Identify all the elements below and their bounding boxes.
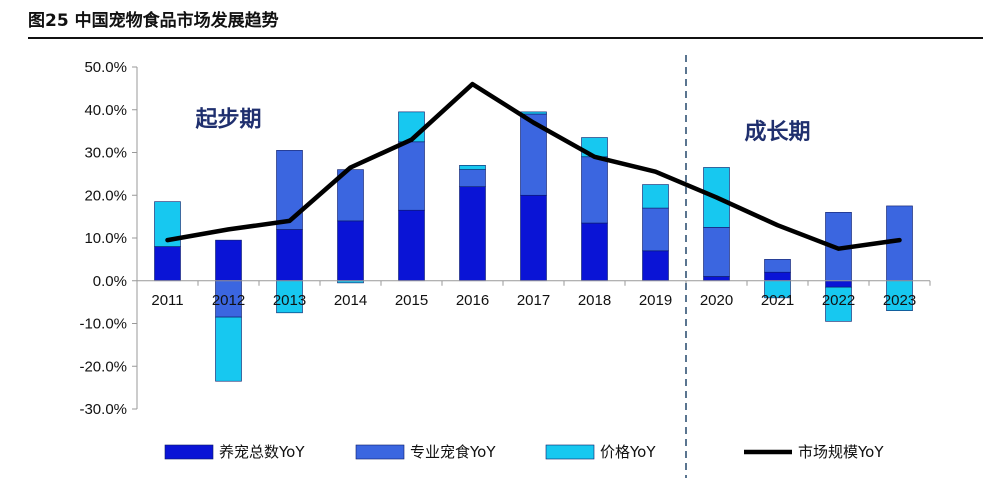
x-tick-label: 2018: [578, 292, 611, 309]
x-tick-label: 2014: [334, 292, 367, 309]
bar-pet-count-2021: [764, 271, 791, 282]
axes-group: 50.0% 40.0% 30.0% 20.0% 10.0% 0.0% -10.0% -20.0…: [79, 59, 138, 418]
x-tick-label: 2012: [212, 292, 245, 309]
y-tick-label: 10.0%: [84, 230, 127, 247]
phase-annotation: 成长期: [744, 119, 810, 145]
y-tick-label: -10.0%: [79, 316, 127, 333]
y-tick-label: 30.0%: [84, 145, 127, 162]
x-tick-label: 2015: [395, 292, 428, 309]
y-tick-label: 40.0%: [84, 102, 127, 119]
x-tick-label: 2011: [151, 292, 183, 309]
bar-professional-food-2013: [276, 150, 303, 230]
bar-professional-food-2018: [581, 156, 608, 224]
x-tick-label: 2021: [761, 292, 794, 309]
bar-pet-count-2018: [581, 222, 608, 282]
bar-pet-count-2020: [703, 276, 730, 282]
x-tick-label: 2013: [273, 292, 306, 309]
y-tick-label: 0.0%: [93, 273, 127, 290]
bar-price-2012: [215, 316, 242, 382]
bar-pet-count-2022: [825, 280, 852, 288]
x-tick-label: 2017: [517, 292, 550, 309]
x-tick-label: 2022: [822, 292, 855, 309]
y-tick-label: -20.0%: [79, 358, 127, 375]
legend: 养宠总数YoY 专业宠食YoY 价格YoY 市场规模YoY: [164, 443, 884, 461]
bar-price-2016: [459, 165, 486, 170]
bar-pet-count-2013: [276, 229, 303, 282]
phase-annotation: 起步期: [194, 106, 261, 132]
title-rule: [28, 37, 983, 39]
bar-professional-food-2015: [398, 141, 425, 211]
y-tick-label: -30.0%: [79, 401, 127, 418]
bar-pet-count-2011: [154, 246, 181, 282]
bar-professional-food-2020: [703, 227, 730, 277]
bar-professional-food-2021: [764, 259, 791, 273]
line-group: [136, 81, 931, 286]
bar-professional-food-2016: [459, 169, 486, 188]
bar-price-2022: [825, 286, 852, 322]
x-tick-label: 2023: [883, 292, 916, 309]
legend-label: 价格YoY: [600, 443, 656, 461]
bar-pet-count-2017: [520, 194, 547, 282]
bars-group: [154, 111, 913, 382]
bar-pet-count-2015: [398, 209, 425, 282]
x-tick-label: 2020: [700, 292, 733, 309]
bar-professional-food-2019: [642, 207, 669, 252]
market-size-line: [165, 81, 902, 251]
bar-pet-count-2019: [642, 250, 669, 282]
legend-label: 市场规模YoY: [798, 443, 884, 461]
legend-label: 专业宠食YoY: [410, 443, 496, 461]
legend-swatch-professional-food: [355, 444, 405, 460]
y-tick-label: 20.0%: [84, 187, 127, 204]
bar-price-2020: [703, 167, 730, 228]
y-tick-label: 50.0%: [84, 59, 127, 76]
bar-price-2017: [520, 111, 547, 115]
figure-title: 图25 中国宠物食品市场发展趋势: [28, 11, 279, 31]
legend-swatch-pet-count: [164, 444, 214, 460]
legend-label: 养宠总数YoY: [219, 443, 305, 461]
x-tick-label: 2016: [456, 292, 489, 309]
x-tick-label: 2019: [639, 292, 672, 309]
bar-pet-count-2012: [215, 239, 242, 282]
bar-pet-count-2016: [459, 186, 486, 282]
bar-price-2023: [886, 280, 913, 311]
legend-swatch-price: [545, 444, 595, 460]
bar-price-2019: [642, 184, 669, 209]
bar-pet-count-2014: [337, 220, 364, 282]
labels-group: 2011 2012 2013 2014 2015 2016 2017 2018 2019 2020…: [151, 55, 916, 478]
